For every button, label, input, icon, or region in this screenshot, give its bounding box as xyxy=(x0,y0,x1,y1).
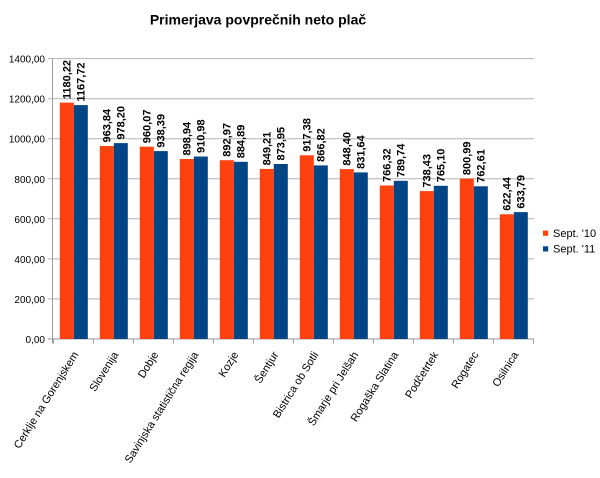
svg-text:873,95: 873,95 xyxy=(275,127,287,161)
svg-text:831,64: 831,64 xyxy=(355,134,367,169)
svg-text:Sept. '10: Sept. '10 xyxy=(553,228,596,240)
svg-text:Sept. '11: Sept. '11 xyxy=(553,244,595,256)
svg-text:963,84: 963,84 xyxy=(101,108,113,143)
svg-text:633,79: 633,79 xyxy=(515,175,527,209)
svg-text:200,00: 200,00 xyxy=(14,295,45,306)
svg-text:789,74: 789,74 xyxy=(395,143,407,178)
svg-text:0,00: 0,00 xyxy=(26,335,46,346)
svg-text:910,98: 910,98 xyxy=(195,119,207,153)
svg-text:762,61: 762,61 xyxy=(475,149,487,183)
svg-text:1167,72: 1167,72 xyxy=(75,62,87,101)
svg-text:866,82: 866,82 xyxy=(315,128,327,162)
svg-text:800,99: 800,99 xyxy=(461,141,473,175)
svg-text:766,32: 766,32 xyxy=(381,148,393,182)
svg-text:400,00: 400,00 xyxy=(14,255,45,266)
svg-text:600,00: 600,00 xyxy=(14,215,45,226)
svg-text:978,20: 978,20 xyxy=(115,106,127,140)
svg-text:1000,00: 1000,00 xyxy=(9,135,46,146)
svg-text:917,38: 917,38 xyxy=(301,118,313,152)
svg-text:Primerjava povprečnih neto pla: Primerjava povprečnih neto plač xyxy=(150,12,367,28)
svg-text:800,00: 800,00 xyxy=(14,175,45,186)
svg-text:738,43: 738,43 xyxy=(421,154,433,188)
svg-text:1400,00: 1400,00 xyxy=(9,55,46,66)
svg-text:849,21: 849,21 xyxy=(261,132,273,166)
svg-text:622,44: 622,44 xyxy=(501,176,513,211)
svg-text:892,97: 892,97 xyxy=(221,123,233,157)
svg-text:848,40: 848,40 xyxy=(341,132,353,166)
svg-text:938,39: 938,39 xyxy=(155,114,167,148)
svg-text:960,07: 960,07 xyxy=(141,110,153,144)
svg-text:1200,00: 1200,00 xyxy=(9,95,46,106)
svg-text:884,89: 884,89 xyxy=(235,125,247,159)
svg-text:765,10: 765,10 xyxy=(435,149,447,183)
svg-text:1180,22: 1180,22 xyxy=(61,60,73,99)
svg-text:898,94: 898,94 xyxy=(181,121,193,156)
